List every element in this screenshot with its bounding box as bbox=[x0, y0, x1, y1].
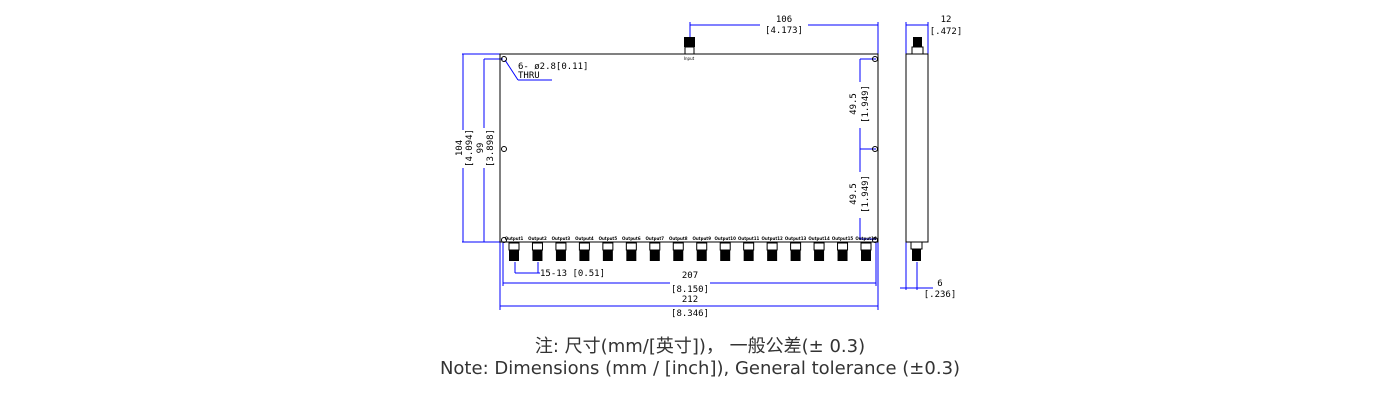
output-connector-7: Output7 bbox=[646, 236, 665, 261]
dim-hole-span-in: [8.150] bbox=[671, 285, 709, 295]
output-connector-15: Output15 bbox=[832, 236, 854, 261]
output-label: Output9 bbox=[692, 236, 711, 241]
side-input-connector bbox=[911, 37, 924, 55]
output-label: Output15 bbox=[832, 236, 854, 241]
input-connector bbox=[684, 37, 695, 55]
dim-height-inner-in: [3.898] bbox=[486, 129, 496, 167]
dim-hole-upper-in: [1.949] bbox=[861, 85, 871, 123]
hole-callout: 6- ø2.8[0.11] bbox=[518, 62, 588, 72]
dim-top-width-mm: 106 bbox=[776, 15, 792, 25]
dimension-lines bbox=[462, 22, 933, 310]
splitter-body-front bbox=[499, 53, 879, 243]
output-connector-6: Output6 bbox=[622, 236, 641, 261]
dim-hole-lower-in: [1.949] bbox=[861, 175, 871, 213]
output-connector-14: Output14 bbox=[808, 236, 830, 261]
dim-connector-pitch: 15-13 [0.51] bbox=[540, 269, 605, 279]
output-connector-10: Output10 bbox=[715, 236, 737, 261]
dim-hole-upper-mm: 49.5 bbox=[849, 93, 859, 115]
output-label: Output6 bbox=[622, 236, 641, 241]
output-label: Output7 bbox=[646, 236, 665, 241]
dim-side-offset-mm: 6 bbox=[937, 279, 942, 289]
output-label: Output1 bbox=[505, 236, 524, 241]
output-label: Output12 bbox=[761, 236, 783, 241]
mounting-holes bbox=[501, 56, 878, 243]
side-output-connector bbox=[910, 241, 923, 261]
dim-total-length-mm: 212 bbox=[682, 295, 698, 305]
output-connector-9: Output9 bbox=[692, 236, 711, 261]
dimension-text: 106 [4.173] 12 [.472] 6- ø2.8[0.11] THRU… bbox=[455, 15, 962, 319]
note-chinese: 注: 尺寸(mm/[英寸])， 一般公差(± 0.3) bbox=[534, 336, 866, 357]
dim-total-length-in: [8.346] bbox=[671, 309, 709, 319]
output-label: Output13 bbox=[785, 236, 807, 241]
output-connector-13: Output13 bbox=[785, 236, 807, 261]
output-connector-16: Output16 bbox=[855, 236, 877, 261]
output-label: Output16 bbox=[855, 236, 877, 241]
output-label: Output5 bbox=[599, 236, 618, 241]
output-connector-4: Output4 bbox=[575, 236, 594, 261]
output-connector-2: Output2 bbox=[528, 236, 547, 261]
output-label: Output8 bbox=[669, 236, 688, 241]
splitter-body-side bbox=[905, 53, 929, 243]
dim-side-width-in: [.472] bbox=[930, 27, 963, 37]
dim-top-width-in: [4.173] bbox=[765, 26, 803, 36]
hole-callout-thru: THRU bbox=[518, 71, 540, 81]
dim-side-offset-in: [.236] bbox=[924, 290, 957, 300]
dim-hole-lower-mm: 49.5 bbox=[849, 183, 859, 205]
output-label: Output2 bbox=[528, 236, 547, 241]
output-connector-8: Output8 bbox=[669, 236, 688, 261]
output-label: Output10 bbox=[715, 236, 737, 241]
input-label: Input bbox=[684, 56, 695, 61]
output-connector-12: Output12 bbox=[761, 236, 783, 261]
output-label: Output11 bbox=[738, 236, 760, 241]
output-label: Output14 bbox=[808, 236, 830, 241]
output-label: Output3 bbox=[552, 236, 571, 241]
dim-height-outer-mm: 104 bbox=[455, 140, 465, 156]
output-connector-11: Output11 bbox=[738, 236, 760, 261]
output-label: Output4 bbox=[575, 236, 594, 241]
dim-height-outer-in: [4.094] bbox=[465, 129, 475, 167]
output-connector-5: Output5 bbox=[599, 236, 618, 261]
dim-hole-span-mm: 207 bbox=[682, 271, 698, 281]
output-connector-1: Output1 bbox=[505, 236, 524, 261]
dim-height-inner-mm: 99 bbox=[476, 143, 486, 154]
note-english: Note: Dimensions (mm / [inch]), General … bbox=[439, 358, 961, 379]
output-connector-3: Output3 bbox=[552, 236, 571, 261]
output-connectors: Output1 Output2 Output3 Output4 Output5 Outpu… bbox=[505, 236, 877, 261]
dim-side-width-mm: 12 bbox=[941, 15, 952, 25]
